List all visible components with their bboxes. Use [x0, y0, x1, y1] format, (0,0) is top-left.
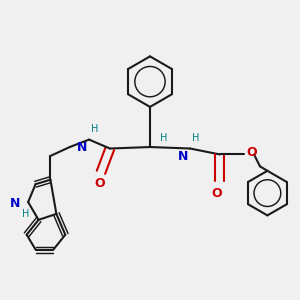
Text: N: N [10, 197, 21, 210]
Text: N: N [77, 141, 88, 154]
Text: O: O [94, 177, 105, 190]
Text: O: O [212, 187, 222, 200]
Text: H: H [22, 209, 29, 219]
Text: H: H [160, 133, 168, 142]
Text: O: O [247, 146, 257, 160]
Text: N: N [178, 150, 189, 163]
Text: H: H [192, 133, 199, 142]
Text: H: H [91, 124, 98, 134]
